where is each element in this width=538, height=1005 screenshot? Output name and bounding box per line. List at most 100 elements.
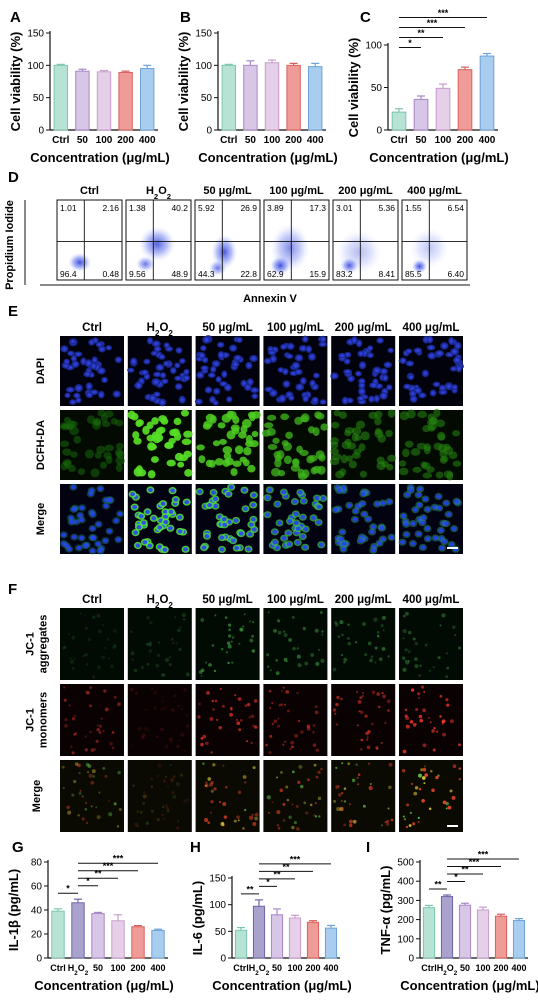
jc1-merge-dot — [237, 790, 242, 794]
nucleus — [251, 527, 257, 532]
jc1-aggregate-dot — [198, 670, 203, 674]
jc1-monomer-dot — [200, 736, 204, 740]
nucleus — [233, 354, 242, 362]
jc1-merge-dot — [87, 771, 90, 774]
jc1-merge-dot — [388, 762, 393, 767]
jc1-merge-dot — [209, 811, 212, 814]
cell-fluorescence — [230, 468, 238, 477]
jc1-aggregate-dot — [292, 646, 296, 651]
nucleus — [138, 514, 144, 519]
significance-mark: ** — [282, 862, 290, 872]
nucleus — [318, 341, 328, 348]
jc1-merge-dot — [210, 781, 214, 785]
jc1-monomer-dot — [180, 708, 183, 711]
micrograph — [127, 336, 192, 407]
jc1-aggregate-dot — [404, 611, 409, 616]
jc1-monomer-dot — [117, 702, 121, 706]
nucleus — [275, 502, 280, 507]
micrograph — [195, 760, 260, 832]
jc1-merge-dot — [317, 770, 321, 774]
nucleus — [155, 363, 165, 372]
nucleus — [338, 537, 344, 542]
flow-plot-title: 100 μg/mL — [269, 185, 324, 197]
jc1-merge-dot — [420, 768, 424, 772]
nucleus — [269, 389, 278, 397]
nucleus — [448, 336, 455, 345]
cell-fluorescence — [374, 427, 382, 435]
jc1-monomer-dot — [405, 724, 410, 729]
jc1-merge-dot — [142, 794, 147, 799]
jc1-merge-dot — [341, 762, 344, 765]
cell-fluorescence — [214, 458, 224, 466]
x-axis-label: Concentration (μg/mL) — [369, 150, 508, 165]
x-tick-label: 400 — [307, 135, 324, 146]
jc1-merge-dot — [164, 804, 169, 808]
jc1-monomer-dot — [414, 723, 417, 725]
jc1-merge-dot — [74, 762, 79, 766]
nucleus — [367, 345, 374, 352]
jc1-merge-dot — [335, 785, 340, 789]
jc1-merge-dot — [81, 817, 85, 821]
nucleus — [141, 369, 149, 376]
jc1-merge-dot — [85, 762, 90, 767]
jc1-merge-dot — [254, 812, 259, 817]
nucleus — [246, 378, 254, 386]
jc1-aggregate-dot — [367, 641, 372, 646]
jc1-merge-dot — [210, 789, 214, 793]
jc1-aggregate-dot — [378, 657, 383, 662]
jc1-monomer-dot — [144, 726, 148, 731]
nucleus — [352, 517, 358, 522]
flow-density-blob — [340, 257, 359, 274]
jc1-merge-dot — [139, 810, 143, 814]
jc1-merge-dot — [422, 767, 427, 772]
nucleus — [202, 335, 211, 344]
jc1-merge-dot — [233, 819, 237, 823]
jc1-merge-dot — [244, 808, 247, 812]
significance-mark: *** — [290, 854, 301, 864]
jc1-merge-dot — [218, 800, 222, 804]
jc1-monomer-dot — [131, 744, 134, 747]
micrograph-background — [60, 684, 124, 756]
nucleus — [236, 336, 243, 344]
jc1-merge-dot — [90, 805, 93, 808]
cell-fluorescence — [310, 467, 318, 475]
jc1-aggregate-dot — [321, 633, 324, 636]
jc1-monomer-dot — [177, 704, 181, 708]
nucleus — [97, 548, 103, 554]
jc1-aggregate-dot — [243, 613, 246, 616]
cell-fluorescence — [158, 415, 167, 423]
jc1-merge-dot — [166, 809, 170, 813]
nucleus — [436, 505, 442, 511]
micrograph — [331, 760, 396, 832]
nucleus — [95, 341, 103, 348]
x-tick-label: 100 — [475, 963, 490, 973]
nucleus — [151, 516, 157, 521]
jc1-merge-dot — [314, 815, 318, 818]
nucleus — [451, 526, 457, 531]
jc1-monomer-dot — [70, 745, 73, 748]
nucleus — [112, 390, 121, 398]
jc1-merge-dot — [179, 773, 183, 777]
jc1-merge-dot — [150, 809, 154, 813]
jc1-monomer-dot — [291, 745, 294, 749]
jc1-aggregate-dot — [113, 629, 117, 633]
cell-fluorescence — [166, 459, 176, 467]
jc1-aggregate-dot — [140, 665, 145, 670]
nucleus — [90, 526, 95, 531]
cell-fluorescence — [298, 472, 308, 481]
jc1-merge-dot — [298, 765, 303, 769]
jc1-merge-dot — [202, 762, 205, 765]
jc1-monomer-dot — [248, 716, 251, 719]
nucleus — [82, 543, 88, 548]
jc1-merge-dot — [337, 785, 340, 788]
jc1-merge-dot — [384, 820, 388, 824]
flow-x-label: Annexin V — [243, 293, 297, 305]
nucleus — [107, 529, 112, 534]
nucleus — [409, 395, 418, 403]
jc1-aggregate-dot — [441, 613, 446, 618]
jc1-aggregate-dot — [172, 641, 175, 645]
cell-fluorescence — [339, 468, 347, 476]
cell-fluorescence — [205, 413, 216, 422]
jc1-merge-dot — [286, 798, 290, 802]
cell-fluorescence — [115, 450, 125, 459]
